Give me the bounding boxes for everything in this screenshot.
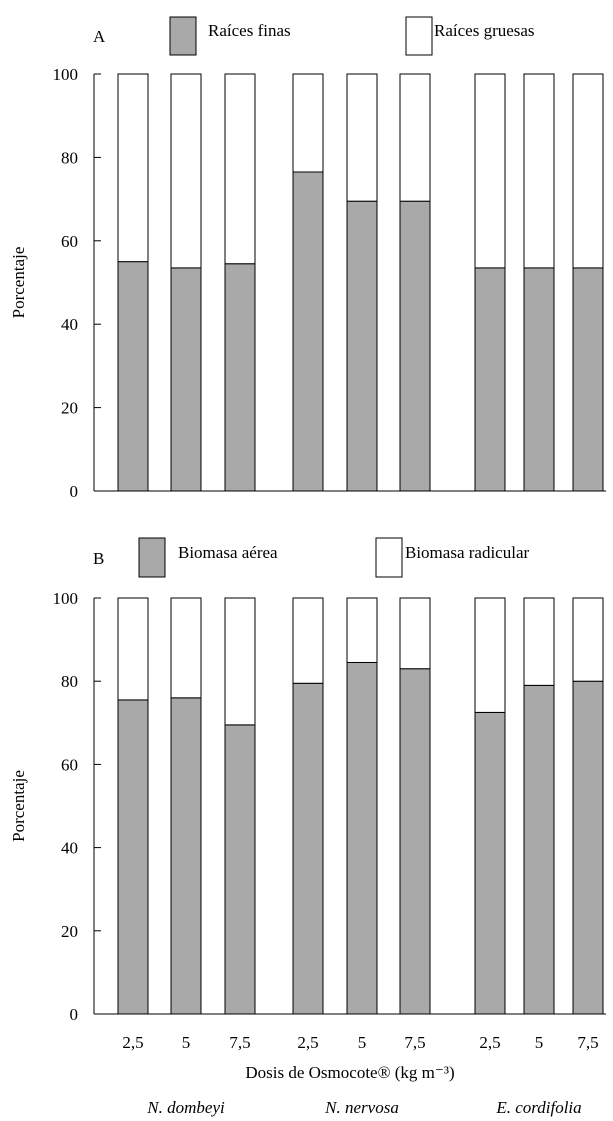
bar-upper-segment: [170, 73, 202, 269]
bar-upper-segment: [224, 73, 256, 265]
x-tick-label: 5: [535, 1033, 544, 1052]
bar-upper-segment: [399, 597, 431, 670]
y-tick-label: 60: [61, 755, 78, 774]
y-tick-label: 0: [70, 482, 79, 501]
species-group-label: N. nervosa: [324, 1098, 399, 1117]
bar-upper-segment: [474, 73, 506, 269]
bar-lower-segment: [292, 682, 324, 1015]
bar-lower-segment: [117, 699, 149, 1015]
bar-lower-segment: [572, 267, 604, 492]
x-tick-label: 2,5: [297, 1033, 318, 1052]
y-tick-label: 40: [61, 315, 78, 334]
x-tick-label: 2,5: [122, 1033, 143, 1052]
legend-label-1: Raíces finas: [208, 21, 291, 40]
legend-swatch-2: [375, 537, 403, 578]
y-tick-label: 100: [53, 589, 79, 608]
bar-upper-segment: [346, 597, 378, 663]
panel-label: A: [93, 27, 106, 46]
bar-lower-segment: [523, 684, 555, 1015]
bar-upper-segment: [170, 597, 202, 699]
x-tick-label: 2,5: [479, 1033, 500, 1052]
legend-label-1: Biomasa aérea: [178, 543, 278, 562]
bar-upper-segment: [572, 597, 604, 682]
bar-upper-segment: [292, 73, 324, 173]
y-tick-label: 0: [70, 1005, 79, 1024]
bar-lower-segment: [224, 263, 256, 492]
bar-lower-segment: [224, 724, 256, 1015]
bar-lower-segment: [170, 697, 202, 1015]
bar-lower-segment: [399, 200, 431, 492]
bar-upper-segment: [224, 597, 256, 726]
bar-lower-segment: [399, 668, 431, 1015]
bar-lower-segment: [474, 267, 506, 492]
bar-upper-segment: [117, 73, 149, 263]
bar-upper-segment: [117, 597, 149, 701]
x-tick-label: 5: [358, 1033, 367, 1052]
x-tick-label: 5: [182, 1033, 191, 1052]
panel-b: B Biomasa aérea Biomasa radicular 0 20 40 60 80…: [9, 537, 606, 1117]
bar-upper-segment: [523, 73, 555, 269]
x-tick-label: 7,5: [404, 1033, 425, 1052]
y-tick-label: 80: [61, 148, 78, 167]
bar-lower-segment: [117, 261, 149, 492]
species-group-label: E. cordifolia: [495, 1098, 581, 1117]
y-tick-label: 20: [61, 399, 78, 418]
bar-upper-segment: [399, 73, 431, 202]
bar-lower-segment: [572, 680, 604, 1015]
bar-lower-segment: [346, 200, 378, 492]
x-tick-label: 7,5: [577, 1033, 598, 1052]
bar-upper-segment: [346, 73, 378, 202]
bar-lower-segment: [346, 661, 378, 1015]
y-axis-title: Porcentaje: [9, 770, 28, 842]
panel-label: B: [93, 549, 104, 568]
bar-upper-segment: [523, 597, 555, 686]
legend-swatch-2: [405, 16, 433, 56]
bar-lower-segment: [474, 711, 506, 1015]
species-group-label: N. dombeyi: [146, 1098, 225, 1117]
bar-lower-segment: [523, 267, 555, 492]
y-tick-label: 20: [61, 922, 78, 941]
y-tick-label: 100: [53, 65, 79, 84]
y-tick-label: 40: [61, 839, 78, 858]
y-tick-label: 80: [61, 672, 78, 691]
bar-upper-segment: [474, 597, 506, 713]
legend-label-2: Raíces gruesas: [434, 21, 535, 40]
panel-a: A Raíces finas Raíces gruesas 0 20 40 60 80 100 P…: [9, 16, 606, 501]
legend-swatch-1: [138, 537, 166, 578]
legend-label-2: Biomasa radicular: [405, 543, 529, 562]
y-axis-title: Porcentaje: [9, 247, 28, 319]
bar-lower-segment: [170, 267, 202, 492]
y-tick-label: 60: [61, 232, 78, 251]
bar-lower-segment: [292, 171, 324, 492]
bar-upper-segment: [572, 73, 604, 269]
bar-upper-segment: [292, 597, 324, 684]
x-tick-label: 7,5: [229, 1033, 250, 1052]
x-axis-title: Dosis de Osmocote® (kg m⁻³): [245, 1063, 454, 1082]
legend-swatch-1: [169, 16, 197, 56]
